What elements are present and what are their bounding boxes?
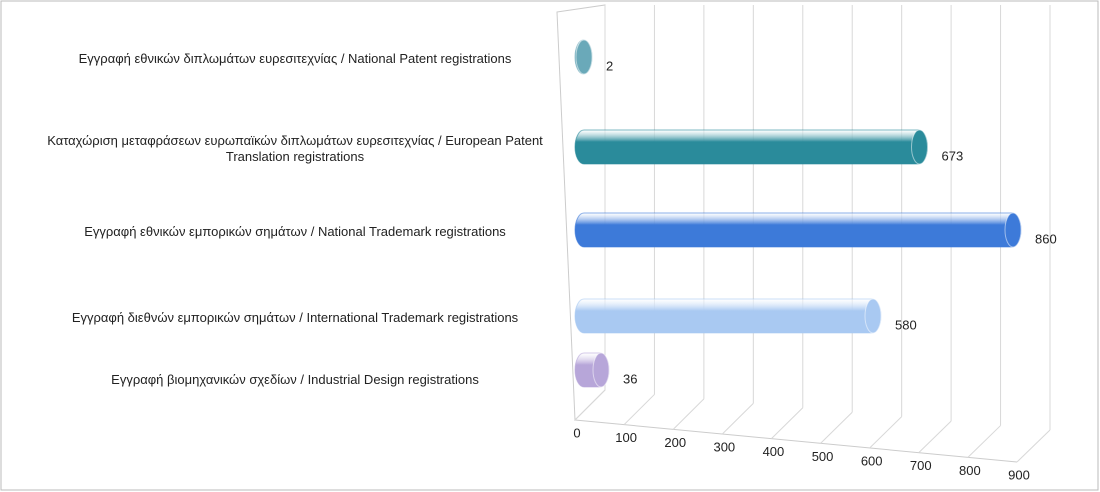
x-tick-label: 500 [812,449,834,464]
x-tick-label: 600 [861,453,883,468]
bar [574,212,1022,248]
floor-grid [672,398,705,430]
x-tick-label: 0 [573,425,580,440]
floor-grid [623,394,655,426]
floor-grid [771,407,804,440]
x-tick-label: 200 [664,435,686,450]
value-label: 673 [942,148,964,163]
floor-grid [918,420,952,454]
bar-cap [1004,212,1022,248]
bar-cap [911,129,928,165]
value-label: 860 [1035,231,1057,246]
floor-grid [574,389,606,421]
category-label: Καταχώριση μεταφράσεων ευρωπαϊκών διπλωμ… [47,133,543,164]
floor-grid [869,416,903,449]
x-tick-label: 700 [910,458,932,473]
x-tick-label: 800 [959,463,981,478]
category-label: Εγγραφή διεθνών εμπορικών σημάτων / Inte… [71,310,519,325]
floor-grid [721,402,754,435]
floor-grid [967,425,1001,458]
floor-grid [1016,429,1051,463]
category-label: Εγγραφή εθνικών διπλωμάτων ευρεσιτεχνίας… [78,51,512,66]
value-label: 2 [606,58,613,73]
bar [574,298,882,334]
x-tick-label: 900 [1008,467,1030,482]
value-label: 36 [623,371,637,386]
bar-cap [864,298,882,334]
x-tick-label: 300 [713,439,735,454]
bar-cap [575,39,593,75]
value-label: 580 [895,317,917,332]
category-label: Εγγραφή εθνικών εμπορικών σημάτων / Nati… [84,224,506,239]
bar-cap [592,352,610,388]
floor-grid [820,411,853,444]
category-label: Εγγραφή βιομηχανικών σχεδίων / Industria… [111,372,479,387]
floor-edge [574,419,1018,463]
x-tick-label: 400 [763,444,785,459]
bar [574,129,928,165]
x-tick-label: 100 [615,430,637,445]
